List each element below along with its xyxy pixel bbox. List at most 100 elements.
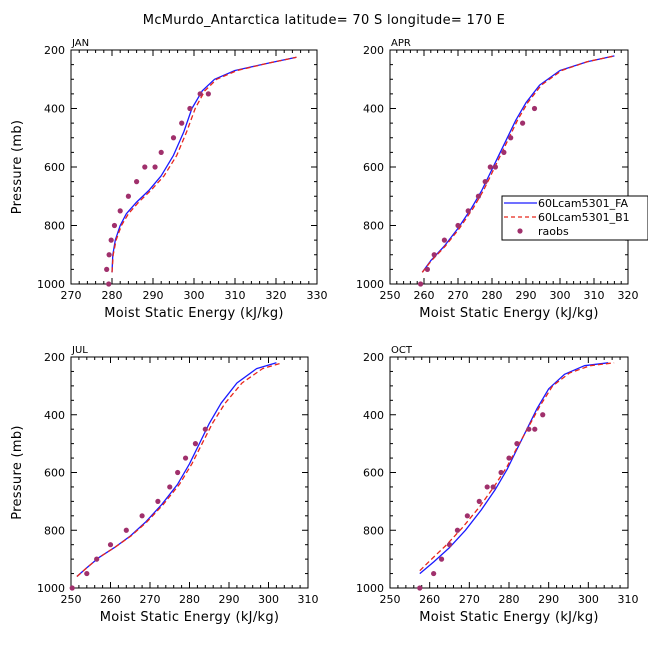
jul-xtick-label: 260 [100, 593, 121, 606]
apr-raobs-point [475, 193, 481, 199]
jan-raobs-point [106, 252, 112, 258]
jul-xtick-label: 310 [298, 593, 319, 606]
oct-line-b1 [419, 362, 615, 572]
oct-raobs-point [464, 513, 470, 519]
legend-label-b1: 60Lcam5301_B1 [538, 211, 630, 224]
oct-raobs-point [526, 426, 532, 432]
apr-raobs-point [520, 120, 526, 126]
jan-raobs-point [187, 105, 193, 112]
legend-label-fa: 60Lcam5301_FA [538, 197, 628, 210]
oct-raobs-point [540, 412, 546, 418]
apr-raobs-point [492, 164, 498, 170]
jul-line-b1 [76, 362, 283, 577]
jul-raobs-point [107, 542, 114, 548]
oct-raobs-point [476, 498, 482, 504]
jan-raobs-point [142, 164, 148, 170]
jan-raobs-point [108, 237, 114, 243]
jan-xaxis-title: Moist Static Energy (kJ/kg) [104, 306, 284, 321]
jul-raobs-point [202, 426, 208, 432]
apr-raobs-point [424, 266, 430, 272]
jan-raobs-point [152, 164, 158, 170]
apr-xtick-label: 290 [516, 289, 537, 302]
jul-ytick-label: 200 [44, 351, 65, 364]
oct-ytick-label: 800 [363, 524, 384, 537]
jan-raobs-point [125, 193, 131, 199]
oct-ytick-label: 400 [363, 409, 384, 422]
oct-raobs-point [484, 484, 490, 490]
apr-raobs-point [455, 222, 461, 229]
oct-xtick-label: 260 [419, 593, 440, 606]
apr-raobs-point [501, 149, 507, 155]
jan-ytick-label: 600 [44, 161, 65, 174]
oct-ytick-label: 600 [363, 467, 384, 480]
jul-raobs-point [167, 484, 173, 490]
jul-line-fa [76, 362, 277, 577]
jul-ytick-label: 400 [44, 409, 65, 422]
jan-raobs-point [179, 120, 185, 126]
jan-ytick-label: 200 [44, 44, 65, 57]
jul-raobs-point [84, 570, 90, 577]
jul-xtick-label: 280 [179, 593, 200, 606]
oct-xtick-label: 300 [578, 593, 599, 606]
jul-xtick-label: 250 [61, 593, 82, 606]
apr-raobs-point [418, 281, 424, 287]
oct-xaxis-title: Moist Static Energy (kJ/kg) [419, 610, 599, 625]
oct-raobs-point [431, 570, 437, 577]
oct-raobs-point [498, 469, 504, 476]
jan-line-fa [111, 56, 297, 273]
apr-xtick-label: 300 [550, 289, 571, 302]
oct-xtick-label: 280 [499, 593, 520, 606]
oct-panel-label: OCT [391, 345, 413, 356]
apr-ytick-label: 1000 [356, 278, 384, 291]
jul-raobs-point [123, 527, 129, 533]
apr-ytick-label: 600 [363, 161, 384, 174]
jul-raobs-point [94, 556, 100, 562]
jan-ytick-label: 1000 [37, 278, 65, 291]
oct-ytick-label: 200 [363, 351, 384, 364]
apr-raobs-point [487, 164, 493, 170]
jan-raobs-point [111, 222, 118, 229]
apr-xtick-label: 310 [584, 289, 605, 302]
jul-ytick-label: 1000 [37, 582, 65, 595]
jul-raobs-point [192, 441, 199, 447]
jan-xtick-label: 280 [102, 289, 123, 302]
jan-ytick-label: 800 [44, 220, 65, 233]
apr-raobs-point [482, 179, 488, 185]
jul-raobs-point [139, 513, 145, 519]
jan-raobs-point [106, 281, 112, 287]
apr-ytick-label: 400 [363, 103, 384, 116]
legend: 60Lcam5301_FA 60Lcam5301_B1 raobs [501, 195, 648, 241]
apr-raobs-point [465, 208, 471, 214]
jan-xtick-label: 290 [143, 289, 164, 302]
oct-raobs-point [532, 426, 538, 432]
jul-ytick-label: 800 [44, 524, 65, 537]
apr-raobs-point [431, 252, 437, 258]
apr-raobs-point [531, 105, 538, 112]
apr-xtick-label: 280 [482, 289, 503, 302]
jan-panel-label: JAN [71, 38, 89, 49]
jan-line-b1 [111, 56, 297, 273]
oct-raobs-point [454, 527, 461, 533]
apr-xaxis-title: Moist Static Energy (kJ/kg) [419, 306, 599, 321]
jul-raobs-point [69, 585, 75, 591]
apr-xtick-label: 270 [448, 289, 469, 302]
jan-raobs-point [197, 91, 203, 97]
apr-ytick-label: 800 [363, 220, 384, 233]
legend-marker-raobs [517, 228, 523, 234]
apr-plot-frame [389, 49, 629, 285]
oct-xtick-label: 290 [538, 593, 559, 606]
oct-raobs-point [438, 556, 445, 562]
jan-xtick-label: 310 [225, 289, 246, 302]
apr-xtick-label: 250 [380, 289, 401, 302]
jul-xtick-label: 300 [258, 593, 279, 606]
oct-xtick-label: 270 [459, 593, 480, 606]
oct-raobs-point [417, 585, 423, 591]
jul-raobs-point [155, 498, 161, 504]
jan-xtick-label: 320 [266, 289, 287, 302]
legend-label-raobs: raobs [538, 225, 569, 238]
apr-line-b1 [421, 55, 615, 273]
apr-line-fa [421, 55, 615, 273]
apr-panel-label: APR [391, 38, 411, 49]
apr-raobs-point [441, 237, 447, 243]
